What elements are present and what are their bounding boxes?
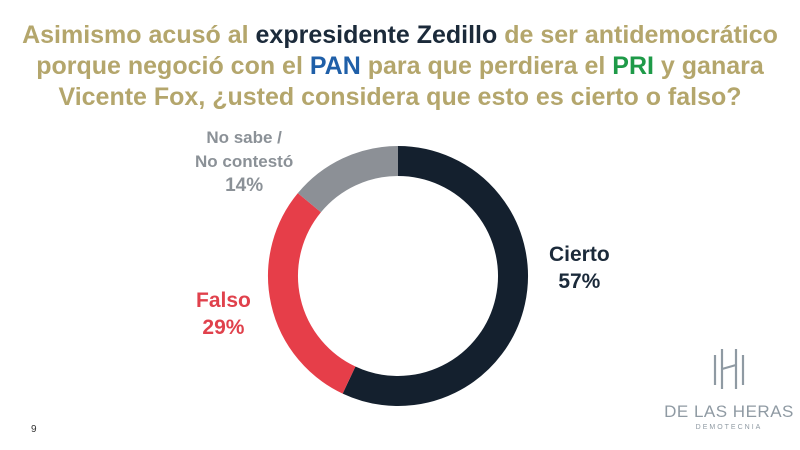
slice-label-no-sabe-value: 14% (225, 175, 264, 196)
page-number: 9 (31, 424, 37, 435)
brand-logo: DE LAS HERAS DEMOTECNIA (664, 345, 794, 431)
donut-slice-falso (268, 193, 356, 394)
title-highlight-zedillo: expresidente Zedillo (255, 21, 498, 49)
slice-label-cierto-value: 57% (558, 270, 601, 293)
donut-slice-cierto (342, 146, 528, 406)
slice-label-falso: Falso 29% (196, 287, 251, 341)
slice-label-cierto: Cierto 57% (549, 241, 610, 295)
slice-label-cierto-name: Cierto (549, 243, 610, 266)
slice-label-no-sabe-line2: No contestó (195, 152, 294, 171)
chart-title: Asimismo acusó al expresidente Zedillo d… (22, 21, 778, 111)
donut-slice-no-sabe (297, 146, 399, 213)
slice-label-falso-value: 29% (202, 316, 245, 339)
title-highlight-pan: PAN (309, 52, 361, 80)
brand-name: DE LAS HERAS (664, 402, 794, 421)
brand-logo-icon (713, 349, 745, 389)
brand-subtitle: DEMOTECNIA (695, 424, 763, 431)
title-highlight-pri: PRI (612, 52, 654, 80)
slice-label-no-sabe-line1: No sabe / (206, 128, 282, 147)
slice-label-no-sabe: No sabe / No contestó 14% (195, 126, 293, 198)
slice-label-falso-name: Falso (196, 289, 251, 312)
